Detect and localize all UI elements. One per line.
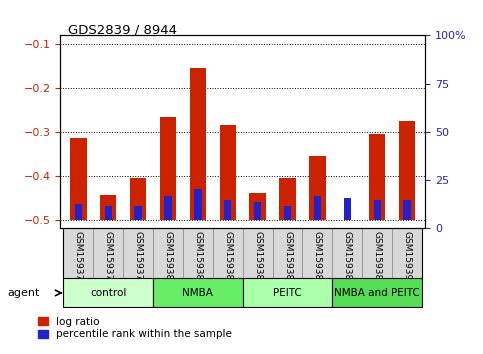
Bar [362,228,392,278]
Bar [314,196,321,219]
Bar [123,228,153,278]
Bar [194,189,201,219]
Text: GSM159383: GSM159383 [193,231,202,286]
Text: PEITC: PEITC [273,288,302,298]
Bar [399,121,415,219]
Bar [213,228,243,278]
Bar [134,206,142,219]
Text: control: control [90,288,127,298]
Text: GDS2839 / 8944: GDS2839 / 8944 [68,23,177,36]
Bar [284,206,291,219]
Bar [224,200,231,219]
Bar [332,279,422,307]
Text: agent: agent [7,288,40,298]
Legend: log ratio, percentile rank within the sample: log ratio, percentile rank within the sa… [38,317,232,339]
Text: GSM159385: GSM159385 [253,231,262,286]
Bar [373,200,381,219]
Bar [160,116,176,219]
Bar [272,228,302,278]
Text: GSM159386: GSM159386 [283,231,292,286]
Bar [279,178,296,219]
Bar [93,228,123,278]
Bar [100,195,116,219]
Bar [153,279,243,307]
Bar [153,228,183,278]
Text: GSM159388: GSM159388 [343,231,352,286]
Bar [309,156,326,219]
Text: GSM159377: GSM159377 [104,231,113,286]
Bar [70,138,86,219]
Text: GSM159390: GSM159390 [403,231,412,286]
Bar [332,228,362,278]
Bar [369,134,385,219]
Text: GSM159387: GSM159387 [313,231,322,286]
Bar [130,178,146,219]
Bar [243,279,332,307]
Bar [254,202,261,219]
Bar [403,200,411,219]
Bar [343,198,351,219]
Text: GSM159389: GSM159389 [373,231,382,286]
Bar [104,206,112,219]
Bar [164,196,171,219]
Text: GSM159381: GSM159381 [163,231,172,286]
Bar [183,228,213,278]
Bar [243,228,272,278]
Bar [220,125,236,219]
Bar [302,228,332,278]
Text: GSM159376: GSM159376 [74,231,83,286]
Text: GSM159384: GSM159384 [223,231,232,286]
Bar [392,228,422,278]
Bar [74,204,82,219]
Bar [190,68,206,219]
Text: NMBA: NMBA [183,288,213,298]
Bar [63,279,153,307]
Bar [63,228,93,278]
Text: GSM159378: GSM159378 [134,231,142,286]
Bar [249,193,266,219]
Text: NMBA and PEITC: NMBA and PEITC [334,288,420,298]
